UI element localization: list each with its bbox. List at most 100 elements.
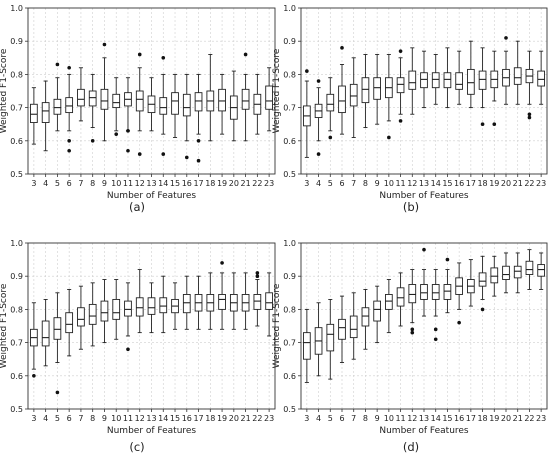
box-14 <box>431 269 440 342</box>
iqr-box <box>326 93 335 112</box>
box-5 <box>326 298 335 380</box>
box-7 <box>77 67 85 122</box>
outlier-point <box>316 79 321 83</box>
iqr-box <box>159 297 168 314</box>
x-tick-label: 12 <box>135 414 145 423</box>
outlier-point <box>457 320 461 325</box>
x-tick-label: 23 <box>264 179 274 188</box>
y-tick-label: 0.9 <box>283 272 296 281</box>
box-14 <box>159 275 168 334</box>
iqr-box <box>112 298 121 320</box>
box-18 <box>478 255 487 312</box>
plot-frame <box>27 7 276 175</box>
x-tick-label: 4 <box>316 179 321 188</box>
box-19 <box>218 261 226 330</box>
iqr-box <box>159 97 168 115</box>
outlier-point <box>255 274 260 279</box>
plot-frame <box>27 242 276 410</box>
box-13 <box>147 282 156 334</box>
x-tick-label: 10 <box>384 414 394 423</box>
iqr-box <box>361 77 370 104</box>
x-tick-label: 5 <box>328 414 333 423</box>
iqr-box <box>135 297 144 317</box>
y-tick-label: 1.0 <box>283 4 296 13</box>
x-tick-label: 11 <box>395 179 405 188</box>
y-axis-title: Weighted F1-Score <box>272 283 282 368</box>
iqr-box <box>218 88 226 112</box>
box-11 <box>124 77 132 153</box>
box-6 <box>65 65 74 153</box>
iqr-box <box>182 93 191 117</box>
box-17 <box>467 40 475 109</box>
iqr-box <box>88 303 97 325</box>
chart-panel-a: 0.50.60.70.80.91.03 4 5 6 7 8 9 10 11 12 13 14 15 16 1… <box>0 4 276 201</box>
outlier-point <box>492 122 497 126</box>
box-4 <box>41 298 50 367</box>
y-tick-label: 0.7 <box>283 104 296 113</box>
y-tick-label: 0.7 <box>10 104 23 113</box>
iqr-box <box>490 267 499 284</box>
box-11 <box>396 272 405 327</box>
chart-panel-b: 0.50.60.70.80.91.03 4 5 6 7 8 9 10 11 12 13 14 15 16 1… <box>272 4 548 201</box>
iqr-box <box>537 70 545 87</box>
y-tick-label: 1.0 <box>283 239 296 248</box>
x-tick-label: 20 <box>501 414 511 423</box>
panel-label-d: (d) <box>403 440 419 454</box>
box-16 <box>182 275 191 330</box>
outlier-point <box>137 52 142 57</box>
box-21 <box>513 252 522 294</box>
outlier-point <box>137 152 142 156</box>
box-19 <box>218 73 226 135</box>
iqr-box <box>65 97 74 114</box>
x-tick-label: 19 <box>489 414 499 423</box>
box-23 <box>537 252 545 290</box>
y-tick-label: 0.9 <box>283 37 296 46</box>
x-tick-label: 8 <box>90 414 95 423</box>
box-15 <box>171 282 179 330</box>
x-tick-label: 9 <box>375 414 380 423</box>
y-tick-label: 0.6 <box>283 137 296 146</box>
box-3 <box>303 69 311 158</box>
outlier-point <box>67 139 71 143</box>
x-tick-label: 14 <box>431 414 441 423</box>
iqr-box <box>265 292 273 310</box>
y-axis-title: Weighted F1-Score <box>272 48 282 133</box>
x-tick-label: 7 <box>351 414 356 423</box>
y-tick-label: 0.7 <box>283 339 296 348</box>
panel-label-b: (b) <box>403 200 419 214</box>
iqr-box <box>385 294 393 310</box>
y-tick-label: 0.5 <box>283 405 296 414</box>
outlier-point <box>126 347 130 352</box>
y-tick-label: 0.5 <box>10 405 23 414</box>
x-tick-label: 4 <box>43 179 48 188</box>
x-tick-label: 15 <box>442 179 452 188</box>
x-tick-label: 20 <box>229 179 239 188</box>
iqr-box <box>77 307 85 327</box>
x-tick-label: 9 <box>102 179 107 188</box>
outlier-point <box>55 390 60 395</box>
outlier-point <box>161 152 166 156</box>
x-tick-label: 14 <box>431 179 441 188</box>
outlier-point <box>196 158 201 163</box>
box-4 <box>314 79 323 156</box>
box-10 <box>385 54 393 140</box>
box-15 <box>443 47 452 109</box>
box-22 <box>525 50 534 120</box>
x-tick-label: 22 <box>524 414 534 423</box>
box-11 <box>124 282 132 352</box>
outlier-point <box>398 119 403 123</box>
box-12 <box>408 47 417 115</box>
box-12 <box>408 269 417 335</box>
outlier-point <box>410 327 415 332</box>
x-tick-label: 18 <box>477 179 487 188</box>
outlier-point <box>32 374 36 378</box>
iqr-box <box>467 68 475 95</box>
box-22 <box>525 249 534 290</box>
iqr-box <box>478 70 487 90</box>
iqr-box <box>53 317 62 340</box>
y-axis-title: Weighted F1-Score <box>0 283 9 368</box>
iqr-box <box>124 300 132 317</box>
iqr-box <box>53 98 62 115</box>
x-tick-label: 4 <box>43 414 48 423</box>
